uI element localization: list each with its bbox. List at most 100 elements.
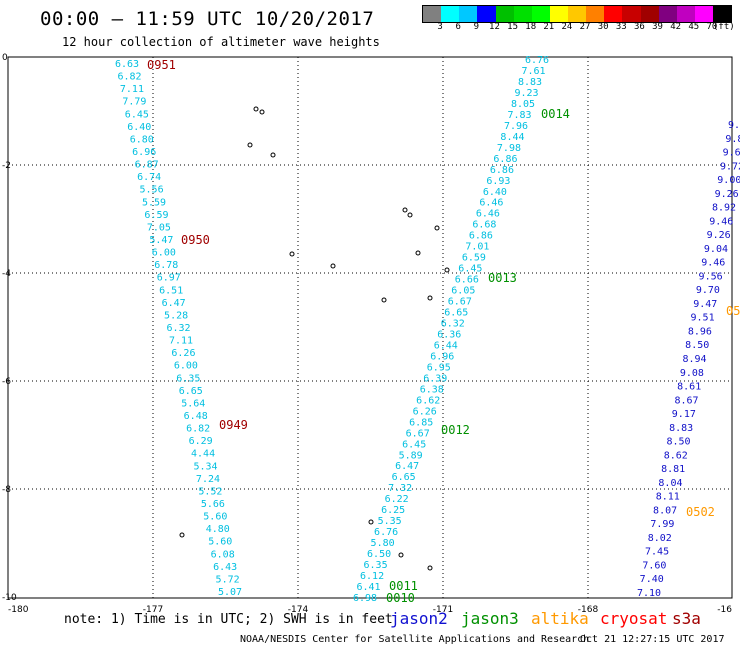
wave-height-label: 6.32 <box>167 323 191 334</box>
wave-height-label: 9.51 <box>691 313 715 324</box>
wave-height-label: 8.92 <box>712 203 736 214</box>
colorbar-tick: 9 <box>473 22 480 32</box>
x-axis-label: -171 <box>433 605 453 615</box>
wave-height-label: 5.52 <box>198 486 222 497</box>
island-shape <box>402 207 408 213</box>
map-frame <box>7 56 733 599</box>
wave-height-label: 8.50 <box>666 437 690 448</box>
x-axis-label: -177 <box>143 605 163 615</box>
wave-height-label: 6.96 <box>132 147 156 158</box>
x-axis-label: -168 <box>578 605 599 615</box>
colorbar-swatch <box>694 6 713 22</box>
y-axis-label: -10 <box>2 593 17 603</box>
footer-credit: NOAA/NESDIS Center for Satellite Applica… <box>240 634 590 645</box>
wave-height-label: 6.41 <box>357 582 381 593</box>
island-shape <box>407 212 413 218</box>
wave-height-label: 6.00 <box>152 248 176 259</box>
wave-height-label: 6.50 <box>367 549 391 560</box>
pass-time-label: 0013 <box>488 271 517 285</box>
y-axis-label: -2 <box>2 161 11 171</box>
wave-height-label: 6.76 <box>374 527 398 538</box>
wave-height-label: 5.64 <box>181 398 205 409</box>
colorbar-tick: 42 <box>670 22 682 32</box>
wave-height-label: 9.00 <box>717 175 740 186</box>
wave-height-label: 5.89 <box>399 450 423 461</box>
wave-height-label: 7.83 <box>507 110 531 121</box>
wave-height-label: 9.70 <box>696 285 720 296</box>
wave-height-label: 5.66 <box>201 499 225 510</box>
island-shape <box>415 250 421 256</box>
wave-height-label: 6.80 <box>130 134 154 145</box>
wave-height-label: 9.56 <box>699 271 723 282</box>
wave-height-label: 6.12 <box>360 571 384 582</box>
wave-height-label: 7.60 <box>642 560 666 571</box>
wave-height-label: 7.40 <box>640 574 664 585</box>
wave-height-label: 7.98 <box>497 143 521 154</box>
wave-height-label: 6.82 <box>186 424 210 435</box>
wave-height-label: 5.60 <box>203 512 227 523</box>
wave-height-label: 6.35 <box>364 560 388 571</box>
wave-height-label: 5.34 <box>193 461 217 472</box>
colorbar-ticks: 3 6 9 12 15 18 21 24 27 30 33 36 39 42 45 70 (ft) <box>422 22 734 34</box>
wave-height-label: 7.61 <box>521 66 545 77</box>
pass-time-label: 0012 <box>441 423 470 437</box>
wave-height-label: 6.67 <box>406 428 430 439</box>
wave-height-label: 7.11 <box>120 84 144 95</box>
wave-height-label: 8.83 <box>518 77 542 88</box>
colorbar-tick: 18 <box>525 22 537 32</box>
wave-height-label: 6.82 <box>117 72 141 83</box>
wave-height-label: 9.68 <box>723 148 740 159</box>
colorbar-tick: 36 <box>633 22 645 32</box>
wave-height-label: 8.07 <box>653 505 677 516</box>
wave-height-label: 9.46 <box>701 258 725 269</box>
colorbar-swatch <box>622 6 641 22</box>
pass-time-label: 0951 <box>147 58 176 72</box>
y-axis-label: -6 <box>2 377 11 387</box>
wave-height-label: 8.67 <box>674 395 698 406</box>
wave-height-label: 6.85 <box>409 417 433 428</box>
wave-height-label: 6.87 <box>135 160 159 171</box>
wave-height-label: 5.35 <box>378 516 402 527</box>
wave-height-label: 6.59 <box>144 210 168 221</box>
wave-height-label: 9.46 <box>709 216 733 227</box>
colorbar-swatch <box>495 6 514 22</box>
wave-height-label: 6.32 <box>441 319 465 330</box>
island-shape <box>444 267 450 273</box>
legend-item-jason3: jason3 <box>461 609 519 628</box>
wave-height-label: 6.66 <box>455 275 479 286</box>
wave-height-label: 8.83 <box>669 423 693 434</box>
wave-height-label: 7.79 <box>122 97 146 108</box>
wave-height-label: 6.22 <box>385 494 409 505</box>
island-shape <box>381 297 387 303</box>
wave-height-label: 6.51 <box>159 285 183 296</box>
island-shape <box>427 565 433 571</box>
wave-height-label: 6.38 <box>420 384 444 395</box>
wave-height-label: 6.95 <box>427 362 451 373</box>
colorbar-swatch <box>549 6 568 22</box>
wave-height-label: 6.47 <box>162 298 186 309</box>
wave-height-label: 6.45 <box>458 264 482 275</box>
pass-time-label: 05 <box>726 304 740 318</box>
pass-time-label: 0010 <box>386 591 415 605</box>
wave-height-label: 9.47 <box>693 299 717 310</box>
wave-height-label: 6.68 <box>472 220 496 231</box>
x-axis-label: -16 <box>717 605 732 615</box>
colorbar-swatch <box>513 6 532 22</box>
wave-height-label: 6.67 <box>448 297 472 308</box>
wave-height-label: 6.00 <box>174 361 198 372</box>
colorbar-swatch <box>531 6 550 22</box>
island-shape <box>253 106 259 112</box>
wave-height-label: 7.32 <box>388 483 412 494</box>
page-subtitle: 12 hour collection of altimeter wave hei… <box>62 35 380 49</box>
wave-height-label: 6.45 <box>125 109 149 120</box>
wave-height-label: 5.59 <box>142 197 166 208</box>
wave-height-label: 5.07 <box>218 587 242 598</box>
wave-height-label: 9.72 <box>720 161 740 172</box>
colorbar-tick: 33 <box>615 22 627 32</box>
wave-height-label: 9.04 <box>704 244 728 255</box>
wave-height-label: 8.50 <box>685 340 709 351</box>
wave-height-label: 5.28 <box>164 310 188 321</box>
wave-height-label: 6.36 <box>437 329 461 340</box>
wave-height-label: 8.96 <box>688 326 712 337</box>
pass-time-label: 0949 <box>219 418 248 432</box>
